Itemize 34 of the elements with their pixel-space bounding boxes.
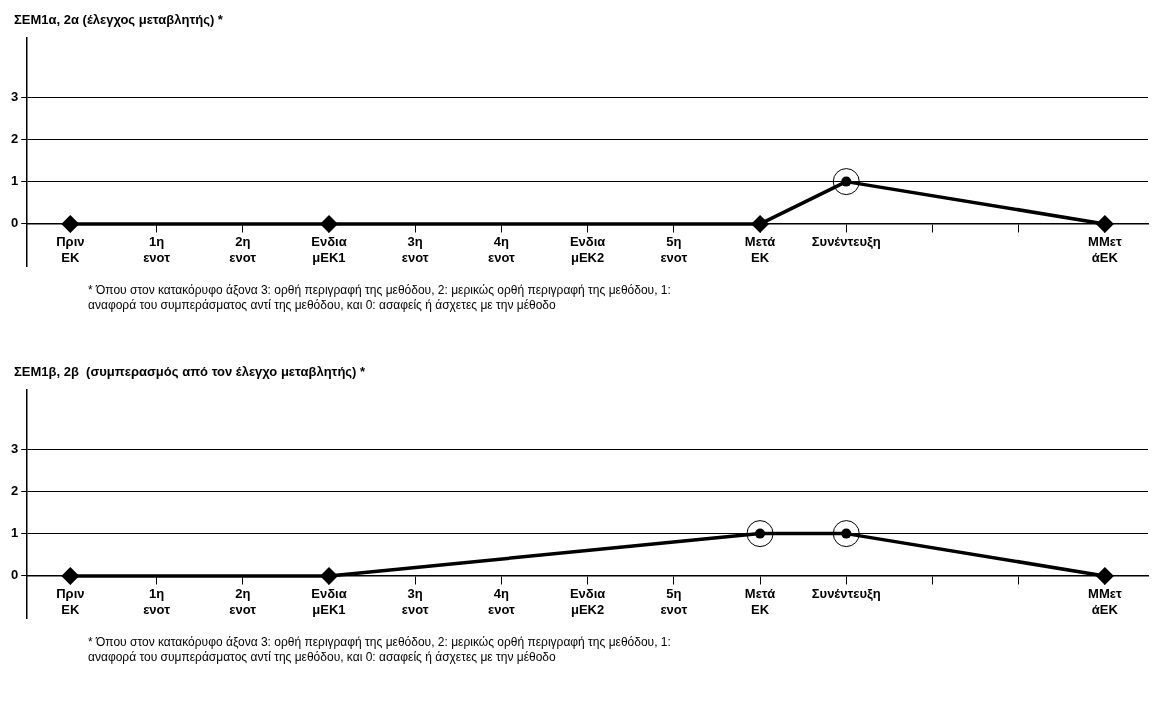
x-tick-label: 2η ενοτ [229, 234, 257, 265]
x-tick-label: ΜΜετ άΕΚ [1088, 586, 1122, 617]
y-tick-label: 0 [11, 215, 19, 231]
x-tick-label: Ενδια μΕΚ1 [311, 234, 347, 265]
x-tick-label: 1η ενοτ [143, 234, 171, 265]
x-tick-label: 4η ενοτ [488, 234, 515, 265]
x-tick-label: 3η ενοτ [401, 586, 429, 617]
x-tick-label: Συνέντευξη [811, 586, 881, 602]
x-tick-label: Ενδια μΕΚ2 [569, 586, 606, 617]
y-tick-label: 2 [11, 130, 19, 146]
x-tick-label: Ενδια μΕΚ2 [569, 234, 606, 265]
y-tick-label: 0 [11, 567, 19, 583]
x-tick-label: Ενδια μΕΚ1 [311, 586, 347, 617]
x-tick-label: Μετά ΕΚ [744, 234, 776, 265]
text: * Όπου στον κατακόρυφο άξονα 3: ορθή περιγραφή της μεθόδου, 2: μερικώς ορθή περιγραφή της μεθόδου, 1: αναφορά του συμπεράσματος αντί της μεθόδου, και 0: ασαφείς ή άσχετες με την μέθοδο [88, 283, 672, 313]
x-tick-label: 4η ενοτ [488, 586, 515, 617]
x-tick-label: 3η ενοτ [401, 234, 429, 265]
y-tick-label: 2 [11, 482, 19, 498]
y-tick-label: 1 [11, 173, 19, 189]
x-tick-label: Μετά ΕΚ [744, 586, 776, 617]
x-tick-label: 5η ενοτ [660, 586, 688, 617]
text: * Όπου στον κατακόρυφο άξονα 3: ορθή περιγραφή της μεθόδου, 2: μερικώς ορθή περιγραφή της μεθόδου, 1: αναφορά του συμπεράσματος αντί της μεθόδου, και 0: ασαφείς ή άσχετες με την μέθοδο [88, 635, 672, 665]
chart-title: ΣΕΜ1β, 2β (συμπερασμός από τον έλεγχο μεταβλητής) * [13, 363, 367, 379]
x-tick-label: ΜΜετ άΕΚ [1088, 234, 1122, 265]
x-tick-label: 1η ενοτ [143, 586, 171, 617]
chart-title: ΣΕΜ1α, 2α (έλεγχος μεταβλητής) * [13, 11, 224, 27]
x-tick-label: Συνέντευξη [811, 234, 881, 250]
y-tick-label: 3 [11, 440, 19, 456]
x-tick-label: 5η ενοτ [660, 234, 688, 265]
y-tick-label: 1 [11, 525, 19, 541]
x-tick-label: Πριν ΕΚ [56, 234, 85, 265]
x-tick-label: 2η ενοτ [229, 586, 257, 617]
x-tick-label: Πριν ΕΚ [56, 586, 85, 617]
y-tick-label: 3 [11, 88, 19, 104]
